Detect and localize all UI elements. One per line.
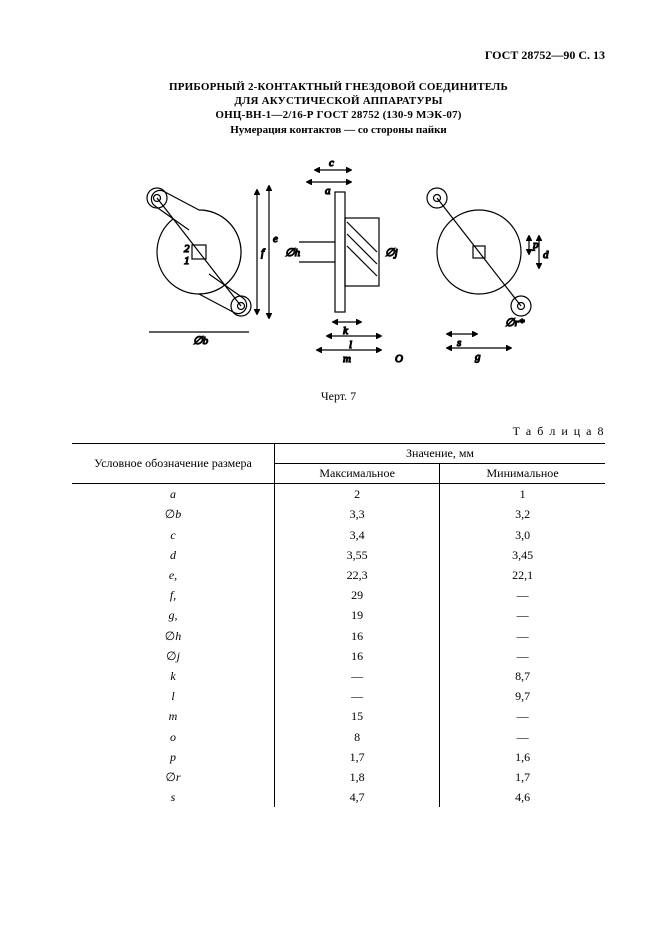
fig-label-n1: 1 bbox=[184, 255, 190, 267]
cell-max: 3,55 bbox=[275, 545, 440, 565]
fig-label-a: a bbox=[325, 185, 331, 197]
cell-symbol: d bbox=[72, 545, 275, 565]
table-row: ∅j16— bbox=[72, 646, 605, 666]
title-line-2: ДЛЯ АКУСТИЧЕСКОЙ АППАРАТУРЫ bbox=[72, 95, 605, 109]
cell-symbol: ∅r bbox=[72, 767, 275, 787]
cell-min: 3,2 bbox=[440, 504, 605, 524]
cell-max: 19 bbox=[275, 605, 440, 625]
cell-max: 15 bbox=[275, 706, 440, 726]
cell-symbol: ∅b bbox=[72, 504, 275, 524]
figure-drawing: 2 1 f e ∅b c bbox=[72, 142, 605, 387]
title-line-1: ПРИБОРНЫЙ 2-КОНТАКТНЫЙ ГНЕЗДОВОЙ СОЕДИНИ… bbox=[72, 81, 605, 95]
cell-symbol: ∅j bbox=[72, 646, 275, 666]
title-block: ПРИБОРНЫЙ 2-КОНТАКТНЫЙ ГНЕЗДОВОЙ СОЕДИНИ… bbox=[72, 81, 605, 136]
table-row: a21 bbox=[72, 484, 605, 505]
cell-max: 3,3 bbox=[275, 504, 440, 524]
table-row: ∅b3,33,2 bbox=[72, 504, 605, 524]
cell-symbol: c bbox=[72, 525, 275, 545]
cell-symbol: p bbox=[72, 747, 275, 767]
table-body: a21∅b3,33,2c3,43,0d3,553,45e,22,322,1f,2… bbox=[72, 484, 605, 808]
table-row: o8— bbox=[72, 727, 605, 747]
table-caption: Т а б л и ц а 8 bbox=[72, 424, 605, 439]
col-value-group: Значение, мм bbox=[275, 444, 605, 464]
cell-symbol: ∅h bbox=[72, 626, 275, 646]
fig-label-s: s bbox=[457, 337, 461, 349]
cell-max: 4,7 bbox=[275, 787, 440, 807]
figure-caption: Черт. 7 bbox=[72, 389, 605, 404]
fig-label-O: O bbox=[395, 353, 403, 365]
table-row: s4,74,6 bbox=[72, 787, 605, 807]
table-row: f,29— bbox=[72, 585, 605, 605]
cell-min: 9,7 bbox=[440, 686, 605, 706]
cell-min: 22,1 bbox=[440, 565, 605, 585]
table-row: e,22,322,1 bbox=[72, 565, 605, 585]
fig-label-m: m bbox=[343, 353, 351, 365]
cell-max: 2 bbox=[275, 484, 440, 505]
fig-label-or: ∅r* bbox=[505, 317, 525, 329]
fig-label-l: l bbox=[349, 339, 352, 351]
cell-min: 4,6 bbox=[440, 787, 605, 807]
col-symbol-header: Условное обозначение размера bbox=[72, 444, 275, 484]
table-row: l—9,7 bbox=[72, 686, 605, 706]
cell-max: — bbox=[275, 686, 440, 706]
col-min-header: Минимальное bbox=[440, 464, 605, 484]
cell-max: 1,8 bbox=[275, 767, 440, 787]
fig-label-c: c bbox=[329, 157, 334, 169]
cell-symbol: a bbox=[72, 484, 275, 505]
fig-label-n2: 2 bbox=[184, 243, 190, 255]
table-row: g,19— bbox=[72, 605, 605, 625]
title-line-3: ОНЦ-ВН-1—2/16-Р ГОСТ 28752 (130-9 МЭК-07… bbox=[72, 109, 605, 123]
cell-max: 16 bbox=[275, 626, 440, 646]
running-header: ГОСТ 28752—90 С. 13 bbox=[72, 48, 605, 63]
cell-max: 16 bbox=[275, 646, 440, 666]
table-row: ∅r1,81,7 bbox=[72, 767, 605, 787]
cell-symbol: m bbox=[72, 706, 275, 726]
table-row: c3,43,0 bbox=[72, 525, 605, 545]
cell-min: — bbox=[440, 727, 605, 747]
table-row: ∅h16— bbox=[72, 626, 605, 646]
cell-max: 29 bbox=[275, 585, 440, 605]
cell-min: — bbox=[440, 605, 605, 625]
cell-max: 8 bbox=[275, 727, 440, 747]
fig-label-e: e bbox=[273, 233, 278, 245]
cell-min: 1,6 bbox=[440, 747, 605, 767]
cell-min: — bbox=[440, 706, 605, 726]
cell-min: 8,7 bbox=[440, 666, 605, 686]
table-row: d3,553,45 bbox=[72, 545, 605, 565]
cell-min: 1 bbox=[440, 484, 605, 505]
cell-min: — bbox=[440, 585, 605, 605]
cell-symbol: g, bbox=[72, 605, 275, 625]
fig-label-oj: ∅j bbox=[385, 247, 398, 259]
cell-min: 3,45 bbox=[440, 545, 605, 565]
cell-min: — bbox=[440, 626, 605, 646]
cell-max: — bbox=[275, 666, 440, 686]
cell-symbol: k bbox=[72, 666, 275, 686]
dimensions-table: Условное обозначение размера Значение, м… bbox=[72, 443, 605, 807]
cell-symbol: l bbox=[72, 686, 275, 706]
cell-symbol: o bbox=[72, 727, 275, 747]
cell-min: — bbox=[440, 646, 605, 666]
fig-label-f: f bbox=[261, 247, 266, 259]
cell-symbol: f, bbox=[72, 585, 275, 605]
cell-max: 3,4 bbox=[275, 525, 440, 545]
fig-label-d: d bbox=[543, 249, 549, 261]
page: ГОСТ 28752—90 С. 13 ПРИБОРНЫЙ 2-КОНТАКТН… bbox=[0, 0, 661, 936]
fig-label-p: p bbox=[532, 239, 539, 251]
cell-min: 3,0 bbox=[440, 525, 605, 545]
fig-label-k: k bbox=[343, 325, 349, 337]
cell-min: 1,7 bbox=[440, 767, 605, 787]
cell-symbol: e, bbox=[72, 565, 275, 585]
table-row: p1,71,6 bbox=[72, 747, 605, 767]
cell-max: 22,3 bbox=[275, 565, 440, 585]
table-row: m15— bbox=[72, 706, 605, 726]
table-row: k—8,7 bbox=[72, 666, 605, 686]
cell-symbol: s bbox=[72, 787, 275, 807]
fig-label-g: g bbox=[475, 351, 481, 363]
cell-max: 1,7 bbox=[275, 747, 440, 767]
fig-label-ob: ∅b bbox=[193, 335, 209, 347]
title-line-4: Нумерация контактов — со стороны пайки bbox=[72, 124, 605, 136]
fig-label-oh: ∅h bbox=[285, 247, 301, 259]
col-max-header: Максимальное bbox=[275, 464, 440, 484]
